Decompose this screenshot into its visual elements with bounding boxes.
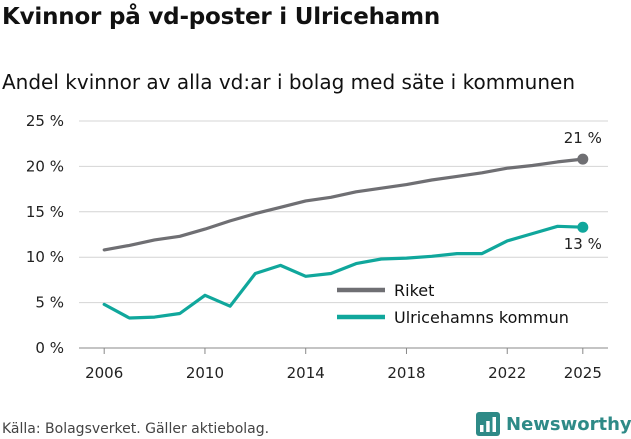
legend-label: Ulricehamns kommun bbox=[394, 308, 569, 327]
y-tick-label: 10 % bbox=[26, 248, 64, 266]
x-tick-label: 2018 bbox=[387, 364, 425, 382]
end-marker-ulricehamns-kommun bbox=[577, 221, 589, 233]
newsworthy-brand[interactable]: Newsworthy bbox=[476, 410, 631, 438]
y-tick-label: 20 % bbox=[26, 157, 64, 175]
x-tick-label: 2025 bbox=[564, 364, 602, 382]
y-tick-label: 15 % bbox=[26, 203, 64, 221]
y-tick-label: 5 % bbox=[35, 294, 64, 312]
chart-subtitle: Andel kvinnor av alla vd:ar i bolag med … bbox=[2, 70, 575, 94]
series-line-ulricehamns-kommun bbox=[102, 224, 585, 320]
source-note: Källa: Bolagsverket. Gäller aktiebolag. bbox=[2, 421, 270, 437]
end-label-ulricehamns-kommun: 13 % bbox=[564, 235, 602, 253]
legend-label: Riket bbox=[394, 281, 434, 300]
chart-title: Kvinnor på vd-poster i Ulricehamn bbox=[2, 4, 441, 30]
x-tick-label: 2006 bbox=[85, 364, 123, 382]
end-marker-riket bbox=[577, 153, 589, 165]
end-label-riket: 21 % bbox=[564, 129, 602, 147]
newsworthy-logo-icon bbox=[476, 412, 500, 436]
x-tick-label: 2022 bbox=[488, 364, 526, 382]
y-tick-label: 25 % bbox=[26, 112, 64, 130]
x-tick-label: 2014 bbox=[287, 364, 325, 382]
newsworthy-brand-name: Newsworthy bbox=[506, 413, 631, 435]
series-line-riket bbox=[102, 157, 585, 252]
y-tick-label: 0 % bbox=[35, 339, 64, 357]
x-tick-label: 2010 bbox=[186, 364, 224, 382]
